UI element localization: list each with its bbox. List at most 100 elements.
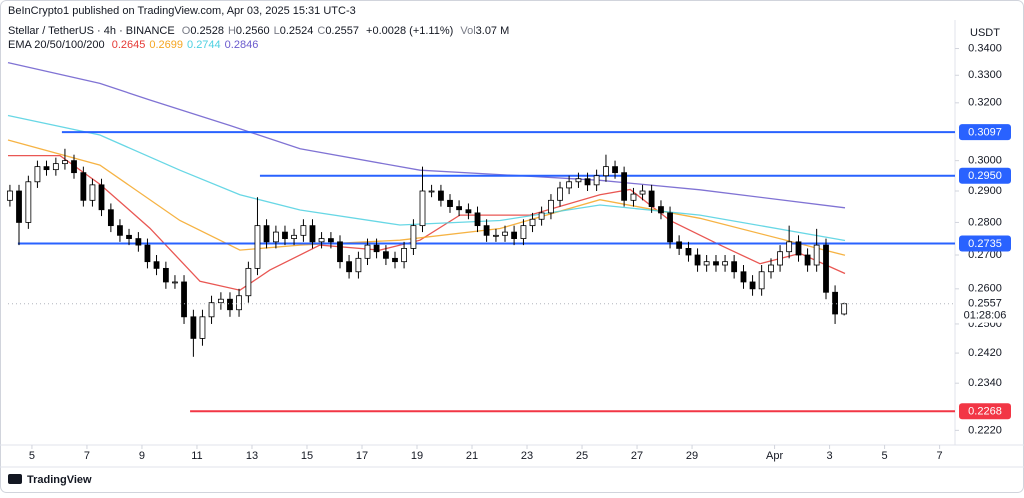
candle-body [62,160,68,165]
level-tag [959,124,1011,141]
y-tick-label: 0.2900 [968,185,1002,197]
x-tick-label: 21 [466,450,478,462]
price-label: 0.2557 [968,298,1002,310]
ohlc-value: 0.2528 [190,25,224,37]
candle-body [841,303,848,315]
candle-body [16,190,22,223]
y-tick-label: 0.2340 [968,377,1002,389]
y-tick-label: 0.2700 [968,249,1002,261]
candle-body [731,261,738,273]
logo: TradingView [8,474,92,486]
level-label: 0.2268 [968,406,1002,418]
candle-body [291,234,297,239]
candle-body [520,225,527,239]
candle-body [227,298,233,311]
ema-value: 0.2699 [149,39,183,51]
x-tick-label: 23 [521,450,533,462]
candle-body [804,254,811,266]
ema-value: 0.2645 [112,39,146,51]
y-tick-label: 0.2220 [968,424,1002,436]
candle-body [566,181,573,189]
ema-value: 0.2846 [225,39,259,51]
candle-body [483,225,490,236]
x-tick-label: 19 [411,450,423,462]
x-tick-label: 9 [139,450,145,462]
y-tick-label: 0.3000 [968,155,1002,167]
ema-value: 0.2744 [187,39,221,51]
x-tick-label: 13 [246,450,258,462]
level-tag [959,235,1011,252]
candle-body [575,178,582,183]
x-tick-label: 7 [84,450,90,462]
candle-body [245,267,252,297]
candle-body [447,199,453,207]
price-tag [959,295,1011,323]
candle-body [71,160,77,174]
candle-body [254,225,261,269]
candle-body [364,244,371,259]
countdown: 01:28:06 [964,310,1007,322]
candle-body [337,241,343,263]
candle-body [328,238,334,243]
level-label: 0.2735 [968,238,1002,250]
candle-body [117,225,123,236]
candle-body [465,209,472,214]
candle-body [639,190,646,195]
level-tag [959,403,1011,420]
candle-body [80,172,87,201]
candle-body [557,187,563,201]
candle-body [25,181,32,223]
candle-body [474,212,481,227]
candle-body [43,166,50,171]
x-tick-label: 7 [937,450,943,462]
candle-body [346,261,352,273]
candle-body [300,225,307,236]
attribution: BeInCrypto1 published on TradingView.com… [8,5,356,17]
candle-body [749,281,756,290]
candle-body [7,190,13,201]
ohlc-value: 0.2524 [280,25,314,37]
candle-body [355,257,362,273]
candle-body [282,231,288,239]
candle-body [694,254,701,266]
x-tick-label: 29 [686,450,698,462]
volume-key: Vol [460,25,475,37]
ohlc-key: L [274,25,280,37]
candle-body [309,225,316,243]
candle-body [676,241,683,249]
candle-body [493,234,499,237]
candle-body [722,261,728,266]
candle-body [52,163,59,171]
candle-body [667,212,673,243]
candle-body [703,261,710,266]
candle-body [538,212,545,220]
candle-body [217,298,224,304]
currency: USDT [970,27,1000,39]
y-tick-label: 0.3300 [968,69,1002,81]
candle-body [318,238,325,243]
x-tick-label: 11 [191,450,202,462]
candle-body [603,166,609,177]
candle-body [199,316,206,339]
candle-body [832,291,838,315]
ema-label: EMA 20/50/100/200 [8,39,105,51]
x-tick-label: 3 [827,450,833,462]
candle-body [630,193,637,201]
candle-body [529,218,536,227]
candle-body [98,184,105,211]
candle-body [823,244,829,293]
ohlc-key: C [317,25,325,37]
candle-body [438,190,444,201]
candle-body [768,264,774,273]
candle-body [758,271,765,290]
y-tick-label: 0.3200 [968,97,1002,109]
candle-body [584,178,591,186]
candle-body [190,316,197,339]
x-tick-label: 5 [882,450,888,462]
ema-legend: EMA 20/50/100/200 0.2645 0.2699 0.2744 0.28… [8,39,258,51]
x-tick-label: 25 [576,450,588,462]
candle-body [135,238,142,246]
